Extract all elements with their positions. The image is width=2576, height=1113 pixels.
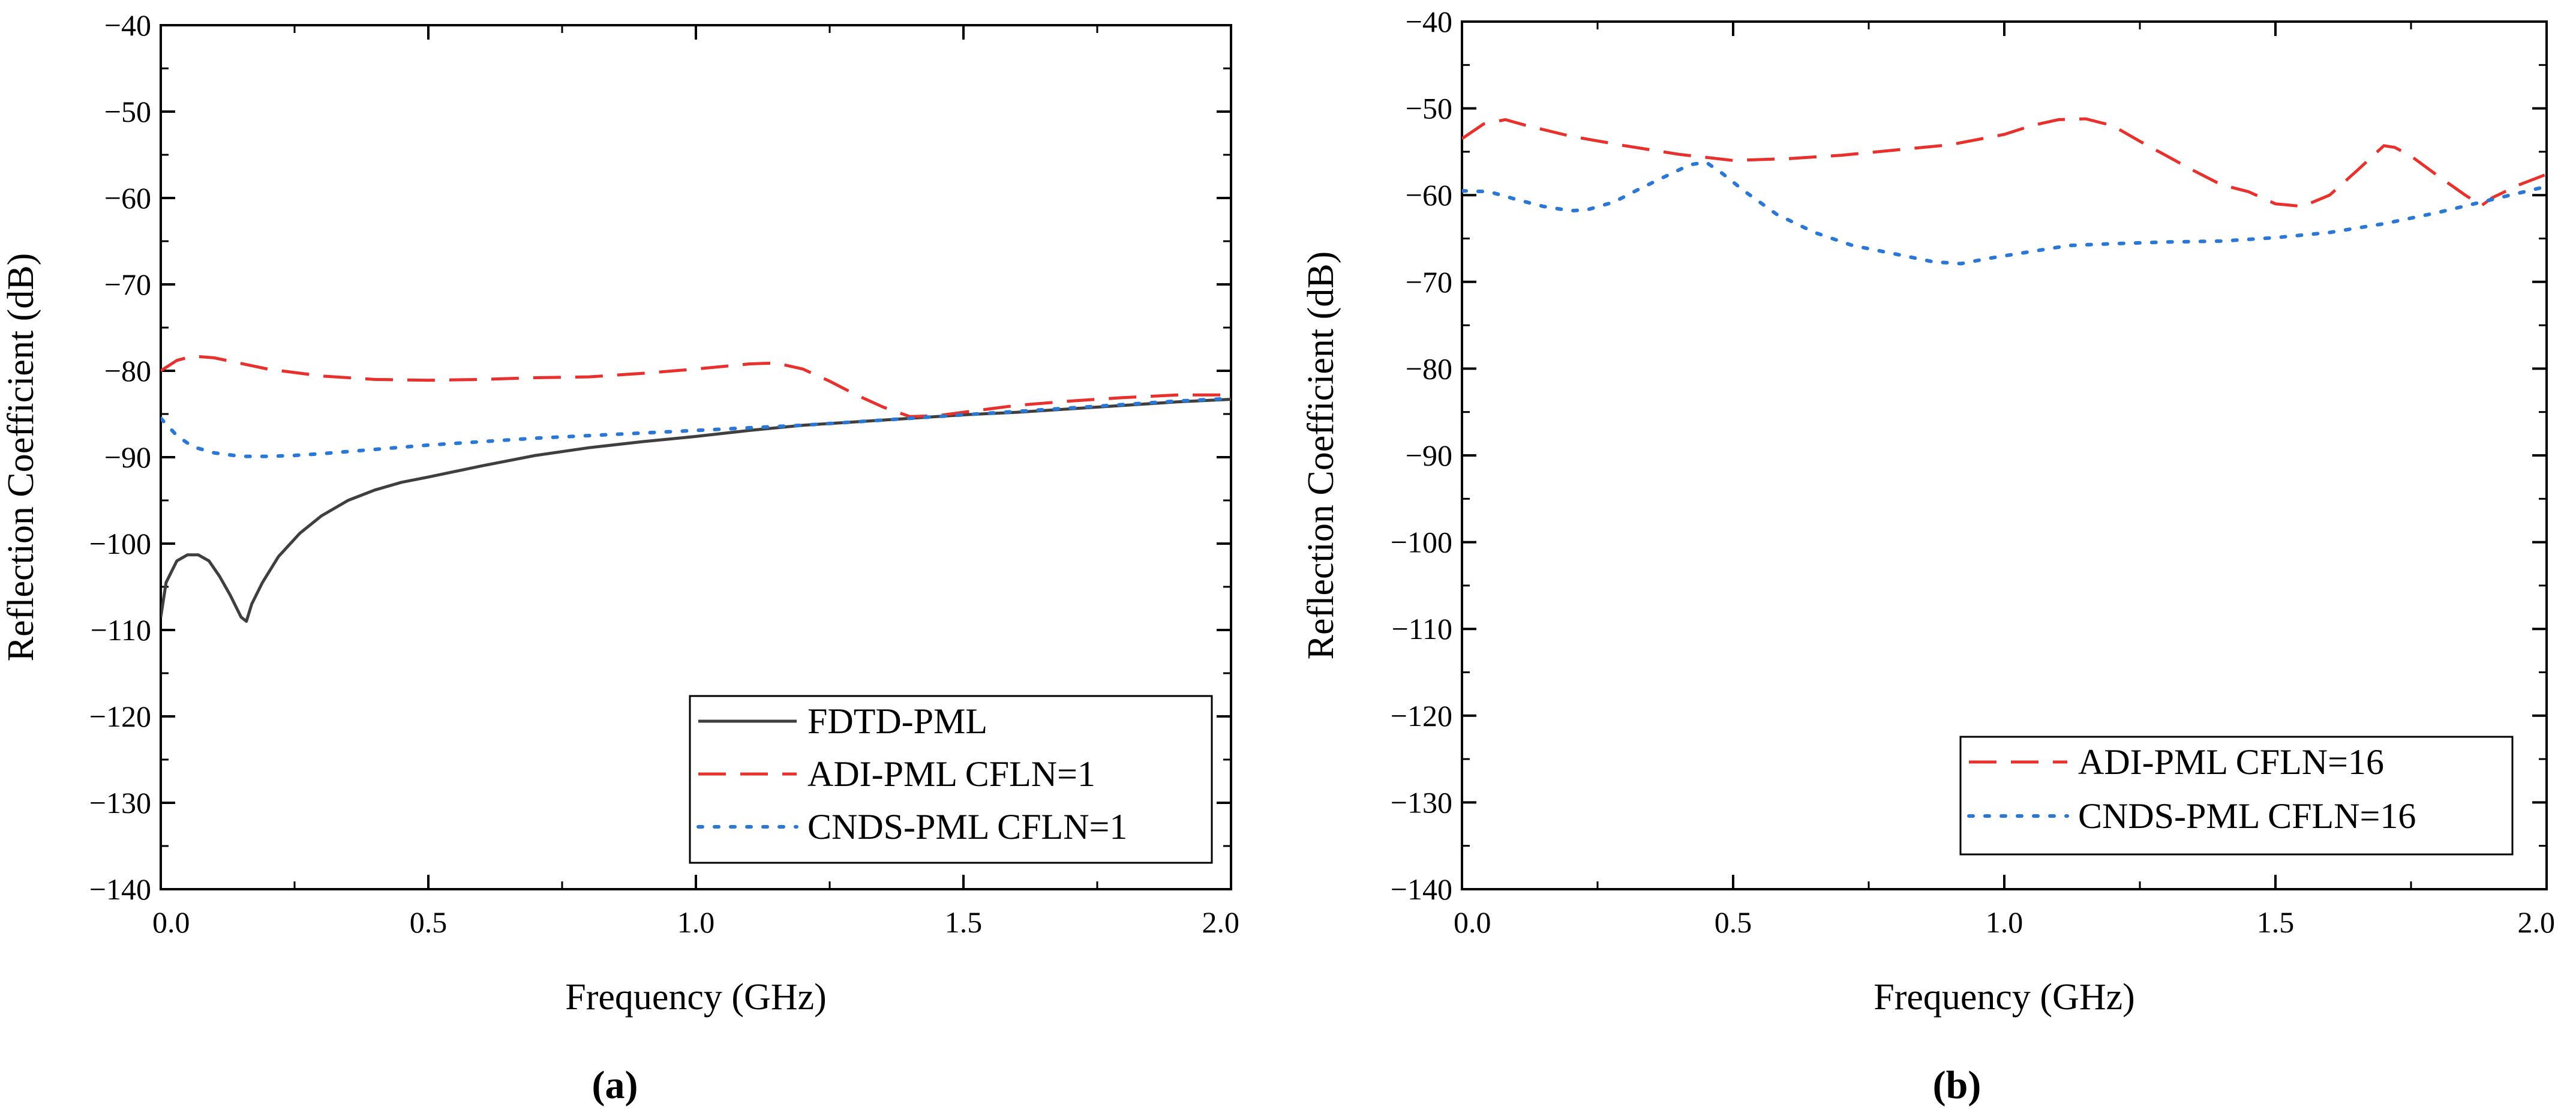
y-tick-label: −90 bbox=[104, 440, 151, 474]
legend-box bbox=[1959, 736, 2514, 856]
y-tick-label: −130 bbox=[1391, 785, 1452, 819]
x-tick-label: 2.0 bbox=[2518, 905, 2556, 939]
y-tick-label: −140 bbox=[89, 872, 151, 906]
x-tick-label: 1.5 bbox=[2257, 905, 2295, 939]
legend-box bbox=[689, 695, 1213, 864]
y-tick-label: −60 bbox=[1406, 178, 1452, 212]
x-tick-label: 2.0 bbox=[1202, 905, 1240, 939]
y-tick-label: −80 bbox=[104, 354, 151, 388]
y-axis-label: Reflection Coefficient (dB) bbox=[1301, 251, 1341, 660]
y-tick-label: −70 bbox=[104, 268, 151, 301]
x-tick-label: 0.5 bbox=[1715, 905, 1752, 939]
y-tick-label: −110 bbox=[1392, 612, 1452, 646]
x-tick-label: 1.0 bbox=[1986, 905, 2023, 939]
y-tick-label: −130 bbox=[89, 786, 151, 820]
legend-label: ADI-PML CFLN=16 bbox=[2078, 742, 2384, 782]
legend-label: ADI-PML CFLN=1 bbox=[807, 754, 1095, 794]
y-tick-label: −120 bbox=[89, 700, 151, 733]
series-line-cnds-pml-cfln-16 bbox=[1462, 160, 2547, 266]
series-line-adi-pml-cfln-1 bbox=[161, 355, 1231, 418]
x-tick-label: 1.0 bbox=[677, 905, 715, 939]
y-axis-label: Reflection Coefficient (dB) bbox=[1, 253, 41, 662]
y-tick-label: −140 bbox=[1391, 872, 1452, 906]
y-tick-label: −110 bbox=[91, 613, 151, 647]
panel-label: (b) bbox=[1933, 1063, 1981, 1107]
y-tick-label: −60 bbox=[104, 181, 151, 215]
x-axis-label: Frequency (GHz) bbox=[565, 977, 827, 1018]
y-tick-label: −120 bbox=[1391, 699, 1452, 733]
y-tick-label: −80 bbox=[1406, 352, 1452, 385]
x-tick-label: 0.0 bbox=[152, 905, 190, 939]
x-tick-label: 0.0 bbox=[1454, 905, 1491, 939]
x-tick-label: 0.5 bbox=[410, 905, 448, 939]
chart-panel-a: 0.0 0.5 1.0 1.5 2.0 −40 −50 −60 −70 −80 −90 −100 −11… bbox=[1, 8, 1239, 1107]
y-tick-label: −70 bbox=[1406, 265, 1452, 299]
legend: ADI-PML CFLN=16 CNDS-PML CFLN=16 bbox=[1959, 736, 2514, 856]
y-tick-label: −100 bbox=[89, 527, 151, 560]
x-tick-label: 1.5 bbox=[945, 905, 983, 939]
panel-label: (a) bbox=[592, 1063, 638, 1107]
series-line-fdtd-pml bbox=[161, 398, 1231, 623]
series-line-cnds-pml-cfln-1 bbox=[161, 397, 1231, 458]
series-line-adi-pml-cfln-16 bbox=[1462, 117, 2547, 208]
y-tick-label: −90 bbox=[1406, 439, 1452, 472]
y-tick-label: −40 bbox=[1406, 5, 1452, 38]
legend-label: CNDS-PML CFLN=16 bbox=[2078, 796, 2416, 836]
y-tick-label: −100 bbox=[1391, 526, 1452, 559]
chart-panel-b: 0.0 0.5 1.0 1.5 2.0 −40 −50 −60 −70 −80 −90 −100 −11… bbox=[1301, 5, 2555, 1107]
y-tick-label: −40 bbox=[104, 8, 151, 42]
x-axis-label: Frequency (GHz) bbox=[1874, 977, 2135, 1018]
legend-label: FDTD-PML bbox=[807, 701, 987, 741]
legend-label: CNDS-PML CFLN=1 bbox=[807, 807, 1127, 847]
y-tick-label: −50 bbox=[104, 95, 151, 128]
legend: FDTD-PML ADI-PML CFLN=1 CNDS-PML CFLN=1 bbox=[689, 695, 1213, 864]
y-tick-label: −50 bbox=[1406, 92, 1452, 125]
